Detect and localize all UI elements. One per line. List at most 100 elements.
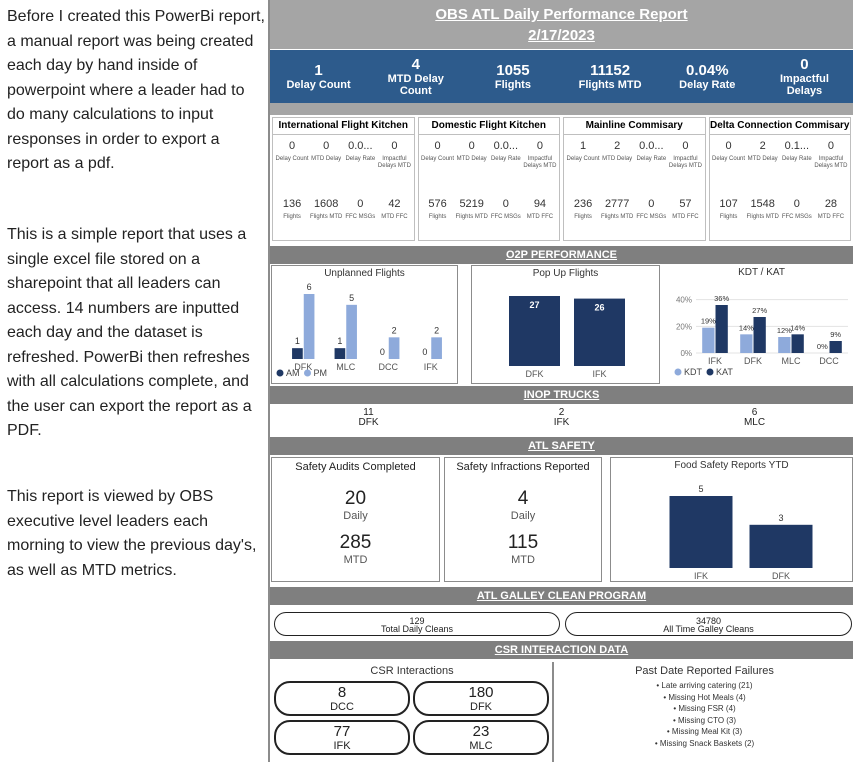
metric-label: Impactful Delays MTD xyxy=(523,156,557,169)
kitchen-card: Delta Connection Commisary 0 Delay Count 2 M… xyxy=(708,117,851,241)
metric-label: Delay Count xyxy=(566,156,600,162)
metric: 0.0... Delay Rate xyxy=(343,140,377,170)
metric-label: Delay Rate xyxy=(781,156,812,162)
data-label: 12% xyxy=(777,326,792,335)
report-title: OBS ATL Daily Performance Report xyxy=(435,6,688,23)
chart-panel: KDT / KAT 0% 20% 40% IFK 19% 36% DFK 14% 27% MLC 12… xyxy=(670,265,853,384)
metric-label: Flights xyxy=(283,214,301,220)
metric-value: 0 xyxy=(289,140,296,152)
chart-title: Food Safety Reports YTD xyxy=(674,460,789,471)
kitchen-name: Domestic Flight Kitchen xyxy=(418,118,559,135)
failure-item: • Missing Hot Meals (4) xyxy=(663,692,746,702)
metric: 0 FFC MSGs xyxy=(634,198,668,221)
metric: 107 Flights xyxy=(712,198,746,221)
bar xyxy=(431,337,442,359)
kpi: 11152 Flights MTD xyxy=(562,50,659,103)
section-bar: INOP TRUCKS xyxy=(270,386,853,404)
bar xyxy=(829,341,842,353)
metric-label: Impactful Delays MTD xyxy=(377,156,411,169)
metric-row: 136 Flights 1608 Flights MTD 0 FFC MSGs 42 MTD … xyxy=(275,198,412,221)
metric-label: FFC MSGs xyxy=(781,214,812,220)
data-label: 2 xyxy=(392,325,397,335)
metric-label: Delay Rate xyxy=(345,156,376,162)
metric-value: 0 xyxy=(391,140,398,152)
metric: 0 Impactful Delays MTD xyxy=(523,140,557,170)
metric: 42 MTD FFC xyxy=(377,198,411,221)
section-title: ATL SAFETY xyxy=(528,440,595,452)
metric: 136 Flights xyxy=(275,198,309,221)
kpi-value: 0 xyxy=(800,56,809,73)
csr-label: MLC xyxy=(469,740,493,752)
metric: 0 FFC MSGs xyxy=(343,198,377,221)
kitchen-name: Delta Connection Commisary xyxy=(709,118,850,135)
safety-card: Safety Infractions Reported 4 Daily 115 MTD xyxy=(444,457,602,582)
inop-label: IFK xyxy=(553,417,570,428)
legend-label: PM xyxy=(314,368,328,378)
failures-panel: Past Date Reported Failures • Late arrivi… xyxy=(556,662,853,762)
metric-label: Flights xyxy=(719,214,738,220)
metric-value: 576 xyxy=(428,198,447,210)
legend-marker xyxy=(276,369,284,377)
galley-value: 129 xyxy=(409,616,425,626)
safety-mtd-label: MTD xyxy=(343,554,368,566)
chart: 0%20%40%IFK19%36%DFK14%27%MLC12%14%DCC0%… xyxy=(674,294,848,377)
metric-value: 136 xyxy=(282,198,302,210)
section-title: O2P PERFORMANCE xyxy=(505,249,618,261)
csr-pill: 77 IFK xyxy=(274,720,410,755)
metric-row: 0 Delay Count 0 MTD Delay 0.0... Delay Rate 0 I… xyxy=(275,140,412,170)
section-bar: ATL GALLEY CLEAN PROGRAM xyxy=(270,587,853,605)
metric-row: 236 Flights 2777 Flights MTD 0 FFC MSGs 57 MTD … xyxy=(566,198,703,221)
kpi: 1 Delay Count xyxy=(270,50,367,103)
x-tick-label: IFK xyxy=(424,362,438,372)
metric: 1 Delay Count xyxy=(566,140,600,170)
inop-value: 2 xyxy=(558,408,565,418)
safety-mtd-label: MTD xyxy=(511,554,535,566)
metric-label: MTD Delay xyxy=(747,156,778,162)
metric: 0 MTD Delay xyxy=(309,140,343,170)
galley-label: All Time Galley Cleans xyxy=(663,624,754,634)
metric-value: 57 xyxy=(679,198,692,210)
metric-label: MTD Delay xyxy=(602,156,633,162)
kpi-label: Delay Count xyxy=(286,79,351,91)
metric: 57 MTD FFC xyxy=(668,198,702,221)
metric: 1608 Flights MTD xyxy=(309,198,343,221)
metric: 0 Impactful Delays MTD xyxy=(814,140,848,170)
safety-daily-label: Daily xyxy=(510,510,536,522)
chart-title: Unplanned Flights xyxy=(324,268,405,279)
bar xyxy=(753,317,766,353)
metric-row: 1 Delay Count 2 MTD Delay 0.0... Delay Rate 0 I… xyxy=(566,140,703,170)
metric: 0 Delay Count xyxy=(421,140,455,170)
x-tick-label: DFK xyxy=(772,571,790,581)
chart-panel: Unplanned Flights DFK 1 6 MLC 1 5 DCC 0 2 IFK 0 2 AM P… xyxy=(271,265,458,384)
metric-label: MTD FFC xyxy=(672,214,699,220)
x-tick-label: DCC xyxy=(379,362,399,372)
inop-item: 11 DFK xyxy=(272,408,465,430)
kitchen-name: International Flight Kitchen xyxy=(273,118,414,135)
data-label: 3 xyxy=(778,513,783,523)
metric: 0.1... Delay Rate xyxy=(780,140,814,170)
metric: 2777 Flights MTD xyxy=(600,198,634,221)
csr-value: 180 xyxy=(468,684,494,701)
failure-item: • Late arriving catering (21) xyxy=(656,681,753,690)
csr-value: 8 xyxy=(337,684,347,701)
kpi-label: Flights MTD xyxy=(578,79,642,91)
section-bar: O2P PERFORMANCE xyxy=(270,246,853,264)
kpi-label: Flights xyxy=(494,79,531,91)
metric-value: 2 xyxy=(759,140,766,152)
metric-label: Flights MTD xyxy=(455,214,488,220)
failure-item: • Missing FSR (4) xyxy=(673,704,736,713)
bar xyxy=(388,337,400,359)
inop-value: 6 xyxy=(751,408,758,418)
metric: 0.0... Delay Rate xyxy=(634,140,668,170)
report-header: OBS ATL Daily Performance Report 2/17/20… xyxy=(270,0,853,49)
data-label: 14% xyxy=(739,323,754,332)
kpi-value: 4 xyxy=(411,56,420,73)
kpi-value: 11152 xyxy=(590,62,631,79)
metric-label: Impactful Delays MTD xyxy=(814,156,848,169)
csr-pill: 8 DCC xyxy=(274,681,410,716)
data-label: 14% xyxy=(790,323,805,332)
metric-value: 1608 xyxy=(313,198,339,210)
section-title: INOP TRUCKS xyxy=(523,389,600,401)
metric-value: 0 xyxy=(502,198,509,210)
metric: 0 Delay Count xyxy=(712,140,746,170)
